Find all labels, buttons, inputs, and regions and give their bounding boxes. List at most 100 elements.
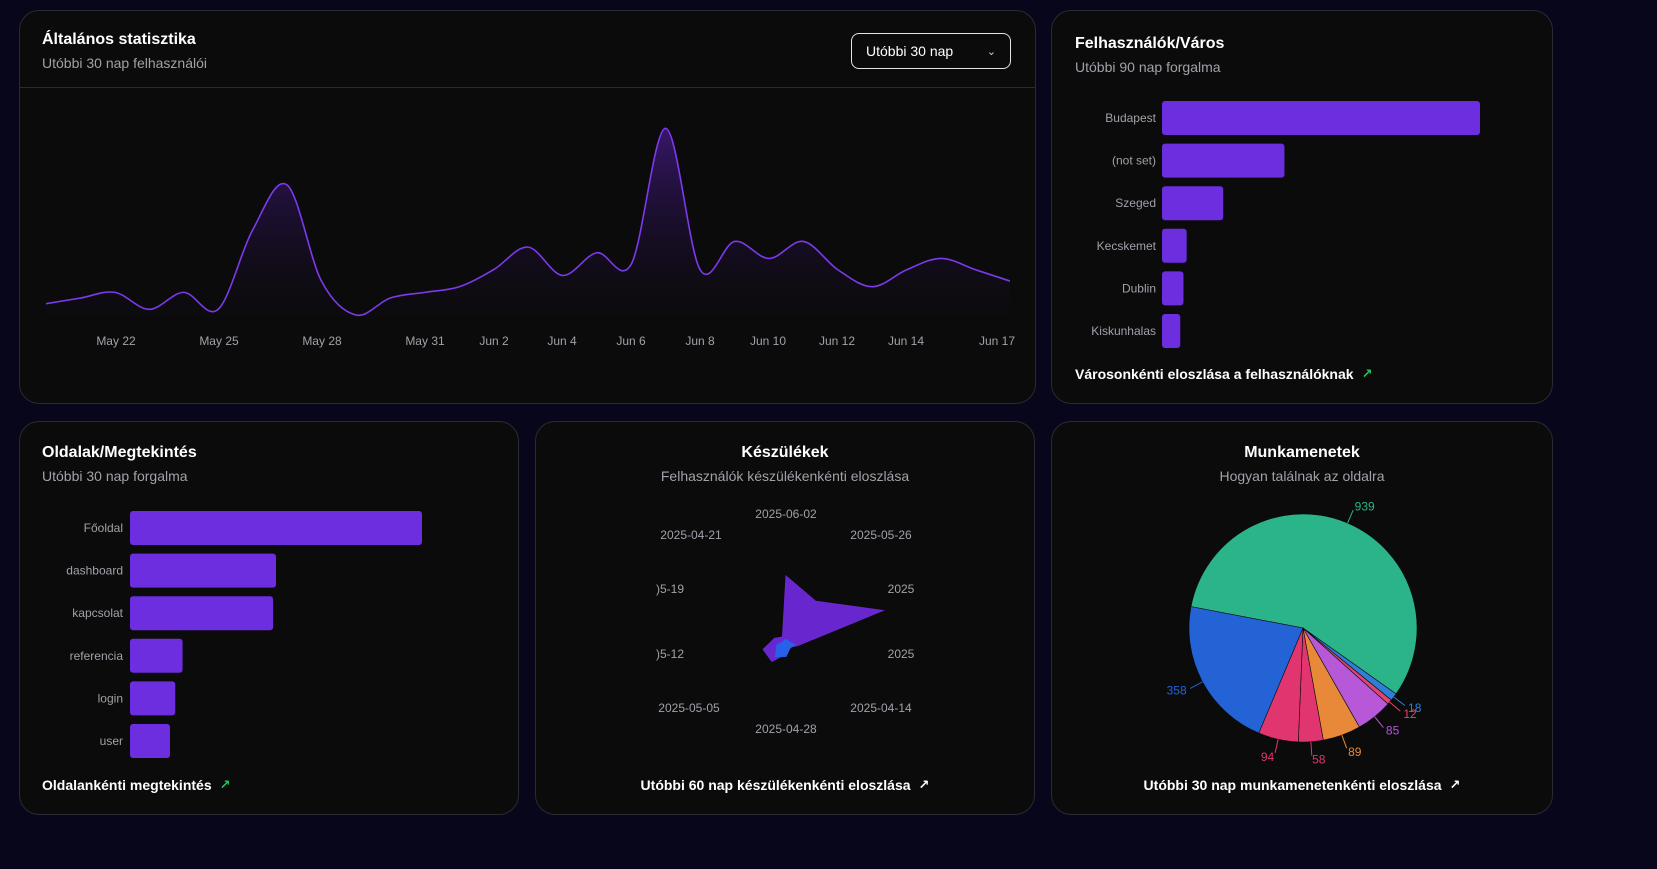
- bar-label: dashboard: [66, 564, 123, 578]
- pie-value-label: 939: [1355, 500, 1375, 514]
- devices-card: Készülékek Felhasználók készülékenkénti …: [535, 421, 1035, 815]
- pages-footer-link[interactable]: Oldalankénti megtekintés ↗: [42, 777, 231, 793]
- trending-up-icon: ↗: [918, 777, 930, 792]
- devices-radar-chart: 2025-06-02 2025-05-26 2025 2025 2025-04-14 20…: [656, 507, 915, 736]
- overview-title: Általános statisztika: [42, 31, 196, 48]
- sessions-footer-link[interactable]: Utóbbi 30 nap munkamenetenkénti eloszlás…: [1052, 777, 1552, 793]
- radar-series: [774, 639, 797, 658]
- bar-label: Kecskemet: [1097, 239, 1157, 253]
- bar-label: user: [100, 734, 123, 748]
- bar: [130, 638, 183, 673]
- bar-label: Budapest: [1105, 111, 1156, 125]
- area-fill: [46, 128, 1010, 316]
- x-tick-label: May 28: [302, 334, 342, 348]
- bar: [1162, 271, 1184, 306]
- bar: [1162, 228, 1187, 263]
- bar-label: Szeged: [1115, 196, 1156, 210]
- pie-value-label: 12: [1403, 707, 1417, 721]
- bar: [130, 724, 171, 758]
- x-tick-label: May 25: [199, 334, 239, 348]
- cities-card: Felhasználók/Város Utóbbi 90 nap forgalm…: [1051, 10, 1553, 404]
- radar-axis-label: )5-19: [656, 582, 684, 596]
- sessions-footer-text: Utóbbi 30 nap munkamenetenkénti eloszlás…: [1143, 777, 1442, 793]
- x-tick-label: Jun 12: [819, 334, 855, 348]
- pie-label-line: [1189, 681, 1203, 689]
- pages-header: Oldalak/Megtekintés Utóbbi 30 nap forgal…: [42, 444, 197, 484]
- pages-subtitle: Utóbbi 30 nap forgalma: [42, 468, 188, 484]
- x-tick-label: Jun 4: [547, 334, 577, 348]
- pie-label-line: [1274, 739, 1279, 754]
- sessions-subtitle: Hogyan találnak az oldalra: [1219, 468, 1385, 484]
- chevron-down-icon: ⌄: [986, 45, 996, 58]
- trending-up-icon: ↗: [1361, 366, 1373, 381]
- radar-axis-label: 2025: [888, 582, 915, 596]
- radar-axis-label: 2025-04-28: [755, 722, 817, 736]
- bar-label: Dublin: [1122, 281, 1156, 295]
- trending-up-icon: ↗: [1449, 777, 1461, 792]
- devices-header: Készülékek Felhasználók készülékenkénti …: [536, 444, 1034, 484]
- bar: [130, 511, 422, 545]
- devices-footer-link[interactable]: Utóbbi 60 nap készülékenkénti eloszlása …: [536, 777, 1034, 793]
- overview-header: Általános statisztika Utóbbi 30 nap felh…: [42, 31, 207, 71]
- pie-label-line: [1374, 716, 1384, 728]
- pie-label-line: [1393, 696, 1406, 706]
- pie-label-line: [1347, 510, 1354, 524]
- bar: [1162, 101, 1480, 135]
- radar-axis-label: 2025: [888, 647, 915, 661]
- cities-title: Felhasználók/Város: [1075, 35, 1225, 52]
- pages-title: Oldalak/Megtekintés: [42, 444, 197, 461]
- sessions-header: Munkamenetek Hogyan találnak az oldalra: [1052, 444, 1552, 484]
- pie-value-label: 58: [1312, 753, 1326, 764]
- x-tick-label: Jun 17: [979, 334, 1015, 348]
- cities-bar-chart: Budapest (not set) Szeged Kecskemet Dublin Ki…: [1091, 101, 1480, 348]
- bar-label: Kiskunhalas: [1091, 324, 1156, 338]
- radar-axis-label: 2025-05-05: [658, 701, 720, 715]
- pie-label-line: [1389, 701, 1401, 712]
- sessions-card: Munkamenetek Hogyan találnak az oldalra …: [1051, 421, 1553, 815]
- bar: [1162, 143, 1285, 178]
- radar-axis-label: 2025-05-26: [850, 528, 912, 542]
- range-select-value: Utóbbi 30 nap: [866, 43, 954, 59]
- overview-divider: [20, 87, 1035, 88]
- x-tick-label: Jun 14: [888, 334, 924, 348]
- bar-label: Főoldal: [84, 521, 123, 535]
- pie-slice: [1190, 513, 1418, 695]
- cities-subtitle: Utóbbi 90 nap forgalma: [1075, 59, 1221, 75]
- x-tick-label: May 31: [405, 334, 445, 348]
- radar-axis-label: 2025-04-14: [850, 701, 912, 715]
- radar-axis-label: )5-12: [656, 647, 684, 661]
- devices-title: Készülékek: [741, 444, 829, 461]
- cities-footer-text: Városonkénti eloszlása a felhasználóknak: [1075, 366, 1354, 382]
- users-area-chart: May 22 May 25 May 28 May 31 Jun 2 Jun 4 Jun 6 J…: [45, 127, 1015, 348]
- sessions-title: Munkamenetek: [1244, 444, 1360, 461]
- radar-axis-label: 2025-06-02: [755, 507, 817, 521]
- pie-label-line: [1341, 734, 1348, 749]
- x-tick-label: Jun 10: [750, 334, 786, 348]
- pie-value-label: 85: [1386, 724, 1400, 738]
- bar-label: login: [98, 691, 123, 705]
- bar: [130, 553, 276, 588]
- pie-value-label: 18: [1408, 701, 1422, 715]
- bar: [1162, 186, 1224, 221]
- devices-footer-text: Utóbbi 60 nap készülékenkénti eloszlása: [640, 777, 911, 793]
- devices-subtitle: Felhasználók készülékenkénti eloszlása: [660, 468, 910, 484]
- pages-bar-chart: Főoldal dashboard kapcsolat referencia login…: [66, 511, 422, 758]
- x-tick-label: Jun 8: [685, 334, 715, 348]
- x-tick-label: Jun 6: [616, 334, 646, 348]
- pie-value-label: 89: [1348, 745, 1362, 759]
- range-select[interactable]: Utóbbi 30 nap ⌄: [851, 33, 1011, 69]
- bar-label: referencia: [70, 649, 124, 663]
- x-tick-label: Jun 2: [479, 334, 509, 348]
- pages-card: Oldalak/Megtekintés Utóbbi 30 nap forgal…: [19, 421, 519, 815]
- bar-label: (not set): [1112, 154, 1156, 168]
- cities-footer-link[interactable]: Városonkénti eloszlása a felhasználóknak…: [1075, 366, 1372, 382]
- bar: [130, 681, 176, 716]
- radar-axis-label: 2025-04-21: [660, 528, 722, 542]
- pie-value-label: 358: [1167, 683, 1187, 697]
- area-line: [45, 127, 1011, 317]
- pie-label-line: [1310, 741, 1313, 756]
- trending-up-icon: ↗: [219, 777, 231, 792]
- bar: [130, 596, 274, 631]
- overview-subtitle: Utóbbi 30 nap felhasználói: [42, 55, 208, 71]
